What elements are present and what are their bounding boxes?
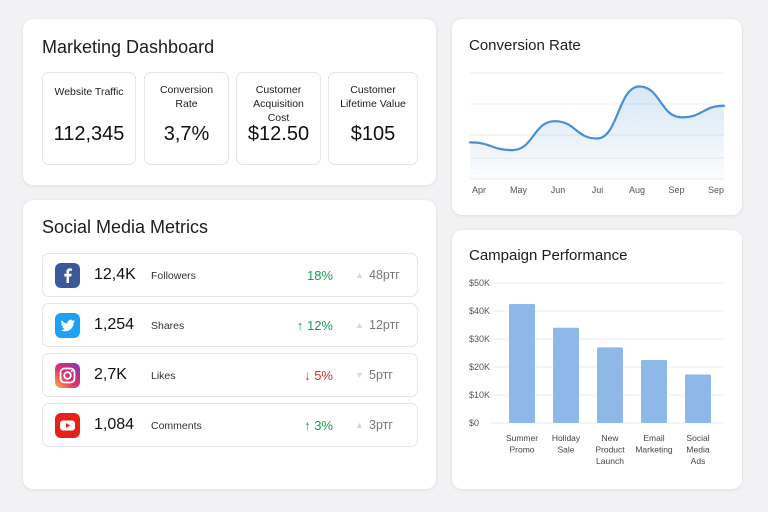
social-value: 1,254 [94, 316, 135, 333]
x-tick-label: Apr [472, 185, 486, 195]
x-tick-label: Holiday Sale [552, 433, 581, 455]
kpi-label: Customer Lifetime Value [340, 84, 406, 110]
kpi-website-traffic[interactable]: Website Traffic 112,345 [42, 72, 136, 165]
triangle-up-icon: ▲ [355, 420, 364, 430]
x-tick-label: Social Media Ads [686, 433, 709, 466]
y-tick-label: $50K [469, 278, 490, 288]
social-extra: 12ртг [369, 318, 400, 332]
social-row-instagram[interactable]: 2,7K Likes ↓ 5% ▼ 5ртг [42, 353, 418, 397]
social-value: 2,7K [94, 366, 127, 383]
social-media-title: Social Media Metrics [42, 217, 209, 237]
bar[interactable] [685, 374, 711, 423]
social-row-facebook[interactable]: 12,4K Followers 18% ▲ 48ртг [42, 253, 418, 297]
x-tick-label: Jun [551, 185, 566, 195]
social-row-twitter[interactable]: 1,254 Shares ↑ 12% ▲ 12ртг [42, 303, 418, 347]
y-tick-label: $10K [469, 390, 490, 400]
conversion-rate-card: Conversion Rate Apr May Jun Jui Aug Sep Sep [452, 19, 742, 215]
social-label: Followers [151, 270, 196, 282]
kpi-label: Website Traffic [54, 86, 124, 98]
social-media-card: Social Media Metrics 12,4K Followers 18%… [23, 200, 436, 489]
instagram-icon [55, 363, 80, 388]
bar[interactable] [597, 347, 623, 423]
social-extra: 5ртг [369, 368, 393, 382]
bar[interactable] [553, 327, 579, 423]
twitter-icon [55, 313, 80, 338]
y-tick-label: $30K [469, 334, 490, 344]
x-tick-label: Aug [629, 185, 645, 195]
y-tick-label: $20K [469, 362, 490, 372]
kpi-label: Conversion Rate [159, 84, 214, 110]
x-tick-label: Jui [592, 185, 604, 195]
social-row-youtube[interactable]: 1,084 Comments ↑ 3% ▲ 3ртг [42, 403, 418, 447]
x-tick-label: Sep [668, 185, 684, 195]
social-change: ↑ 3% [304, 418, 333, 433]
conversion-line [468, 85, 726, 152]
social-label: Shares [151, 320, 185, 332]
marketing-dashboard-title: Marketing Dashboard [42, 37, 215, 57]
social-change: ↑ 12% [296, 318, 333, 333]
kpi-value: $12.50 [247, 123, 310, 145]
triangle-up-icon: ▲ [355, 320, 364, 330]
triangle-down-icon: ▼ [355, 370, 364, 380]
kpi-value: 3,7% [163, 123, 210, 145]
social-extra: 48ртг [369, 268, 400, 282]
campaign-performance-chart: $0 $10K $20K $30K $40K $50K Summer Promo Holida… [469, 278, 724, 466]
x-tick-label: Summer Promo [506, 433, 538, 455]
kpi-value: 112,345 [53, 123, 125, 145]
kpi-customer-acquisition-cost[interactable]: Customer Acquisition Cost $12.50 [236, 72, 321, 165]
social-extra: 3ртг [369, 418, 393, 432]
marketing-dashboard-card: Marketing Dashboard Website Traffic 112,… [23, 19, 436, 185]
youtube-icon [55, 413, 80, 438]
bar[interactable] [641, 360, 667, 423]
kpi-customer-lifetime-value[interactable]: Customer Lifetime Value $105 [328, 72, 418, 165]
conversion-rate-chart: Apr May Jun Jui Aug Sep Sep [468, 72, 726, 195]
x-tick-label: Email Marketing [635, 433, 673, 455]
x-tick-label: New Product Launch [595, 433, 625, 466]
social-change: ↓ 5% [304, 368, 333, 383]
y-tick-label: $40K [469, 306, 490, 316]
campaign-performance-title: Campaign Performance [469, 247, 628, 264]
conversion-rate-title: Conversion Rate [469, 37, 581, 54]
social-label: Comments [151, 420, 202, 432]
triangle-up-icon: ▲ [355, 270, 364, 280]
kpi-conversion-rate[interactable]: Conversion Rate 3,7% [144, 72, 229, 165]
x-tick-label: Sep [708, 185, 724, 195]
social-value: 1,084 [94, 416, 135, 433]
x-tick-label: May [510, 185, 528, 195]
social-change: 18% [306, 268, 333, 283]
y-tick-label: $0 [469, 418, 479, 428]
social-label: Likes [151, 370, 176, 382]
bar[interactable] [509, 304, 535, 423]
kpi-value: $105 [350, 123, 396, 145]
social-value: 12,4K [94, 266, 136, 283]
campaign-performance-card: Campaign Performance $0 $10K $20K $30K $40K $… [452, 230, 742, 489]
kpi-label: Customer Acquisition Cost [253, 84, 304, 124]
facebook-icon [55, 263, 80, 288]
conversion-area-fill [470, 86, 724, 179]
